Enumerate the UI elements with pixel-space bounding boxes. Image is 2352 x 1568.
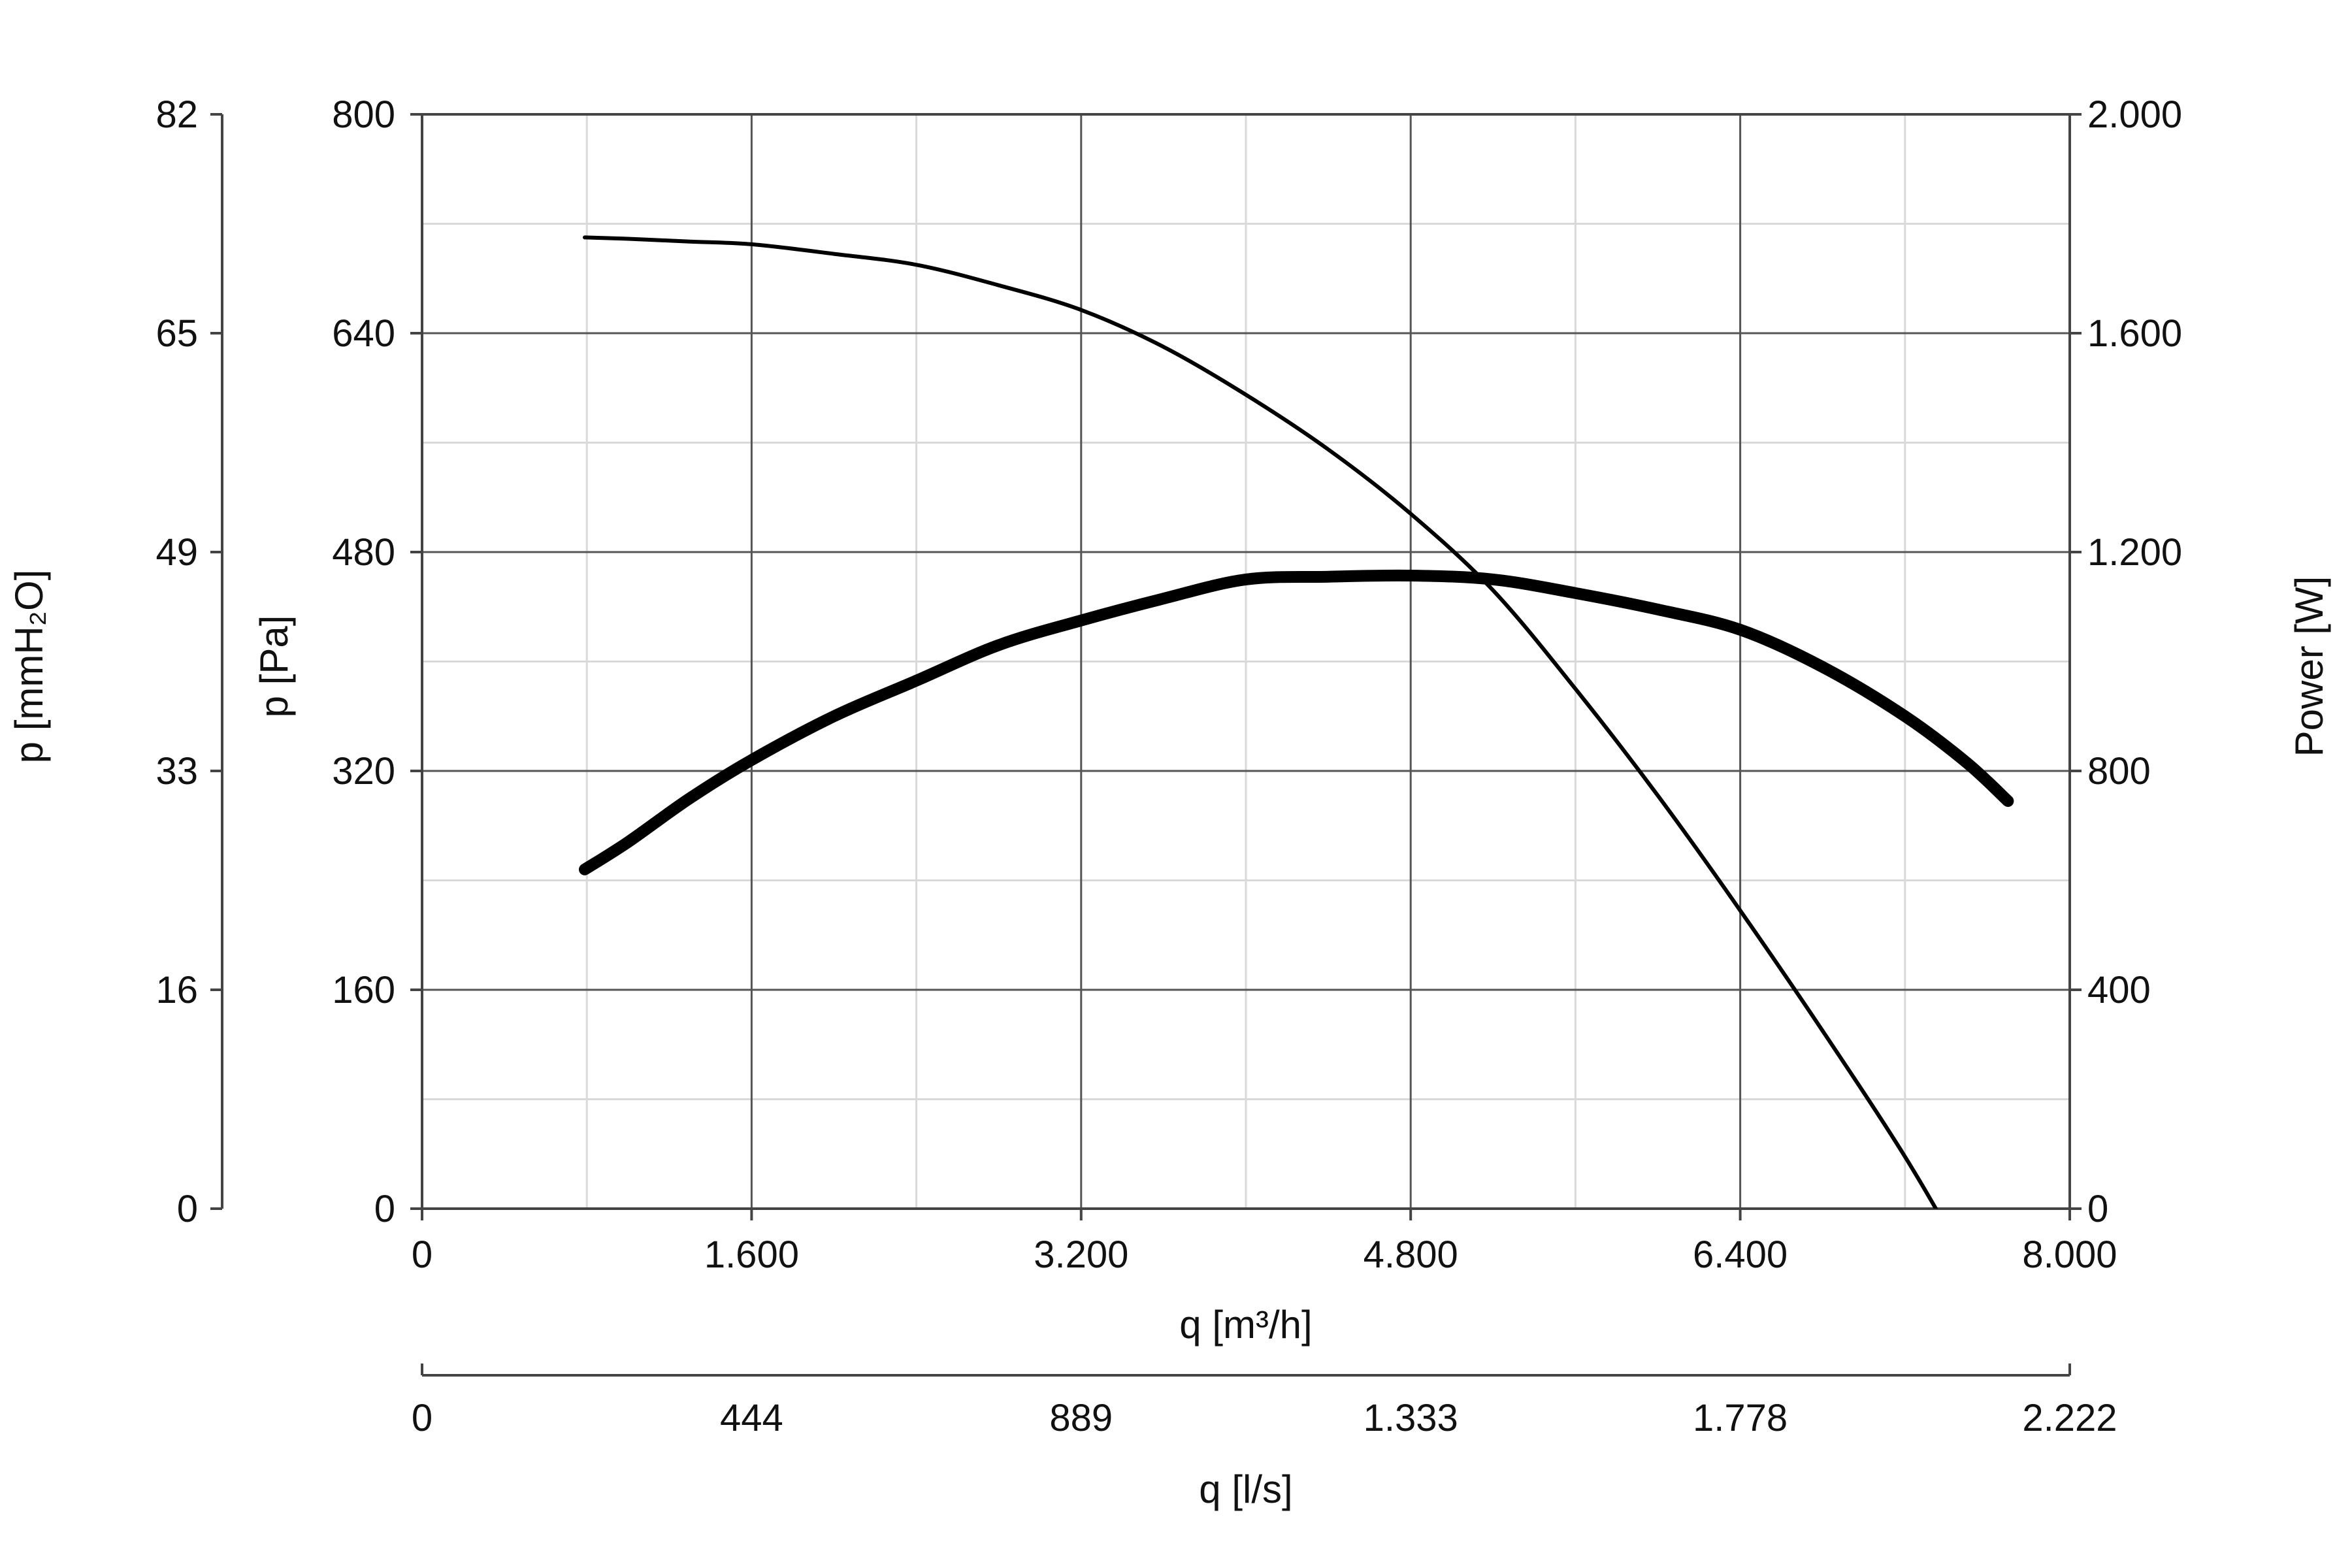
y2-tick-label: 1.600 [2087, 312, 2182, 355]
x-tick-label: 6.400 [1693, 1233, 1788, 1276]
x-tick-label: 0 [412, 1233, 433, 1276]
y2-tick-label: 2.000 [2087, 93, 2182, 136]
y2-tick-label: 0 [2087, 1188, 2108, 1230]
x2-tick-label: 444 [720, 1397, 783, 1439]
y-tick-label: 640 [332, 312, 395, 355]
y-tick-label: 480 [332, 531, 395, 574]
plot-frame [421, 113, 2071, 1210]
x2-tick-label: 2.222 [2022, 1397, 2117, 1439]
x2-tick-label: 0 [412, 1397, 433, 1439]
y-outer-tick-label: 0 [177, 1188, 198, 1230]
axes [210, 113, 2082, 1377]
y2-axis-label: Power [W] [2287, 576, 2331, 757]
y2-tick-label: 800 [2087, 750, 2151, 792]
x2-tick-label: 1.333 [1364, 1397, 1458, 1439]
y-outer-tick-label: 49 [155, 531, 198, 574]
y2-tick-label: 400 [2087, 969, 2151, 1011]
x-tick-label: 3.200 [1034, 1233, 1128, 1276]
power-curve [579, 569, 2014, 875]
y-outer-tick-label: 33 [155, 750, 198, 792]
series-curves [579, 235, 2014, 1209]
y-outer-tick-label: 16 [155, 969, 198, 1011]
y-axis-label: p [Pa] [252, 615, 296, 718]
y-outer-tick-label: 82 [155, 93, 198, 136]
y-tick-label: 320 [332, 750, 395, 792]
x-tick-label: 1.600 [704, 1233, 799, 1276]
y-tick-label: 800 [332, 93, 395, 136]
y-tick-label: 0 [374, 1188, 395, 1230]
x-tick-label: 4.800 [1364, 1233, 1458, 1276]
pressure-curve [583, 235, 1938, 1209]
x-axis-label: q [m³/h] [1179, 1303, 1312, 1347]
x2-axis-label: q [l/s] [1199, 1467, 1292, 1511]
x2-tick-label: 1.778 [1693, 1397, 1788, 1439]
y-tick-label: 160 [332, 969, 395, 1011]
x2-tick-label: 889 [1049, 1397, 1113, 1439]
x-tick-label: 8.000 [2022, 1233, 2117, 1276]
y2-tick-label: 1.200 [2087, 531, 2182, 574]
y-outer-tick-label: 65 [155, 312, 198, 355]
y-outer-axis-label: p [mmH₂O] [7, 570, 51, 764]
